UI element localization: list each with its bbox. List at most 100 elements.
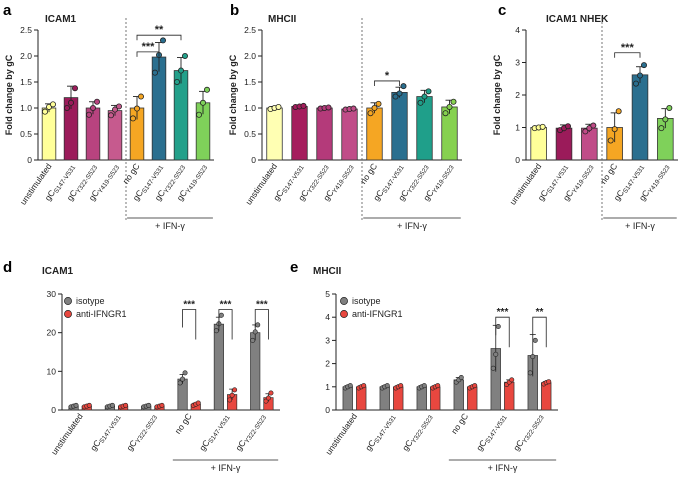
legend-label: isotype xyxy=(76,296,105,306)
data-point xyxy=(252,329,258,335)
y-tick-label: 5 xyxy=(325,289,330,299)
data-point xyxy=(42,108,49,115)
data-point xyxy=(633,80,640,87)
significance-bracket xyxy=(254,309,269,340)
y-tick-label: 10 xyxy=(47,366,57,376)
panel-title: MHCII xyxy=(268,14,297,25)
data-point xyxy=(180,376,186,382)
y-tick-label: 1.5 xyxy=(244,77,256,87)
panel-e: e MHCII 0 1 2 3 4 5 isotype anti-IFNGR1 unstimulat… xyxy=(290,259,558,473)
data-point xyxy=(446,103,453,110)
y-tick-label: 4 xyxy=(325,312,330,322)
bar xyxy=(631,74,649,161)
significance-bracket xyxy=(374,80,400,86)
significance-label: ** xyxy=(155,24,164,36)
bar xyxy=(391,92,408,161)
panel-title: MHCII xyxy=(313,266,342,277)
legend-marker-isotype xyxy=(64,297,72,305)
data-point xyxy=(265,395,271,401)
x-tick-label: no gC xyxy=(120,161,141,185)
data-point xyxy=(421,93,428,100)
data-point xyxy=(611,126,618,133)
data-point xyxy=(472,383,478,389)
y-tick-label: 1 xyxy=(515,123,520,133)
x-tick-label-subscript: S147-V531 xyxy=(484,414,509,445)
data-point xyxy=(108,112,115,119)
data-point xyxy=(398,383,404,389)
y-tick-label: 1 xyxy=(325,382,330,392)
panel-d: d ICAM1 0 10 20 30 isotype anti-IFNGR1 unstimula… xyxy=(3,259,280,473)
data-point xyxy=(90,105,97,112)
y-axis-label: Fold change by gC xyxy=(228,54,238,135)
data-point xyxy=(509,377,515,383)
ifn-label: + IFN-γ xyxy=(397,221,427,231)
significance-label: * xyxy=(385,70,390,82)
x-tick-label-subscript: S147-V531 xyxy=(207,414,232,445)
legend: isotype anti-IFNGR1 xyxy=(64,296,127,319)
ifn-label: + IFN-γ xyxy=(488,463,518,473)
bar-isotype xyxy=(250,332,261,411)
data-point xyxy=(173,79,180,86)
y-tick-label: 0 xyxy=(27,155,32,165)
data-point xyxy=(400,83,407,90)
data-point xyxy=(227,397,233,403)
y-tick-label: 0 xyxy=(51,405,56,415)
data-point xyxy=(641,62,648,69)
data-point xyxy=(637,72,644,79)
x-tick-label: no gC xyxy=(358,161,379,185)
bar-isotype xyxy=(213,323,224,411)
significance-bracket xyxy=(218,309,233,340)
legend-label: anti-IFNGR1 xyxy=(76,309,127,319)
data-point xyxy=(392,93,399,100)
panel-letter: b xyxy=(230,2,239,19)
data-point xyxy=(116,103,123,110)
data-point xyxy=(50,101,57,108)
data-point xyxy=(151,69,158,76)
x-tick-label: no gC xyxy=(173,411,194,435)
bar xyxy=(291,106,308,161)
y-tick-label: 3 xyxy=(515,58,520,68)
data-point xyxy=(421,383,427,389)
data-point xyxy=(442,110,449,117)
x-tick-label-subscript: S147-V531 xyxy=(373,414,398,445)
x-tick-label-subscript: Y419-S523 xyxy=(647,164,672,195)
significance-label: *** xyxy=(220,299,232,310)
data-point xyxy=(490,365,496,371)
y-tick-label: 2.5 xyxy=(244,25,256,35)
data-point xyxy=(137,93,144,100)
data-point xyxy=(347,383,353,389)
y-tick-label: 1.0 xyxy=(20,103,32,113)
legend-label: anti-IFNGR1 xyxy=(352,309,403,319)
x-tick-label: gCS147-V531 xyxy=(363,411,398,454)
y-tick-label: 1.5 xyxy=(20,77,32,87)
data-point xyxy=(396,90,403,97)
x-tick-label-subscript: Y322-S523 xyxy=(244,414,269,445)
data-point xyxy=(493,351,499,357)
significance-label: *** xyxy=(183,299,195,310)
data-point xyxy=(361,383,367,389)
data-point xyxy=(199,99,206,106)
data-point xyxy=(527,370,533,376)
data-point xyxy=(350,105,357,112)
data-point xyxy=(425,88,432,95)
data-point xyxy=(195,400,201,406)
x-tick-label: no gC xyxy=(598,161,619,185)
data-point xyxy=(275,103,282,110)
significance-label: ** xyxy=(536,307,544,318)
data-point xyxy=(159,37,166,44)
y-tick-label: 0 xyxy=(515,155,520,165)
data-point xyxy=(367,110,374,117)
data-point xyxy=(64,105,71,112)
data-point xyxy=(435,383,441,389)
y-tick-label: 0.5 xyxy=(20,129,32,139)
data-point xyxy=(195,111,202,118)
y-tick-label: 2.5 xyxy=(20,25,32,35)
panel-title: ICAM1 xyxy=(45,14,77,25)
y-tick-label: 20 xyxy=(47,328,57,338)
data-point xyxy=(86,111,93,118)
ifn-label: + IFN-γ xyxy=(625,221,655,231)
y-tick-label: 4 xyxy=(515,25,520,35)
